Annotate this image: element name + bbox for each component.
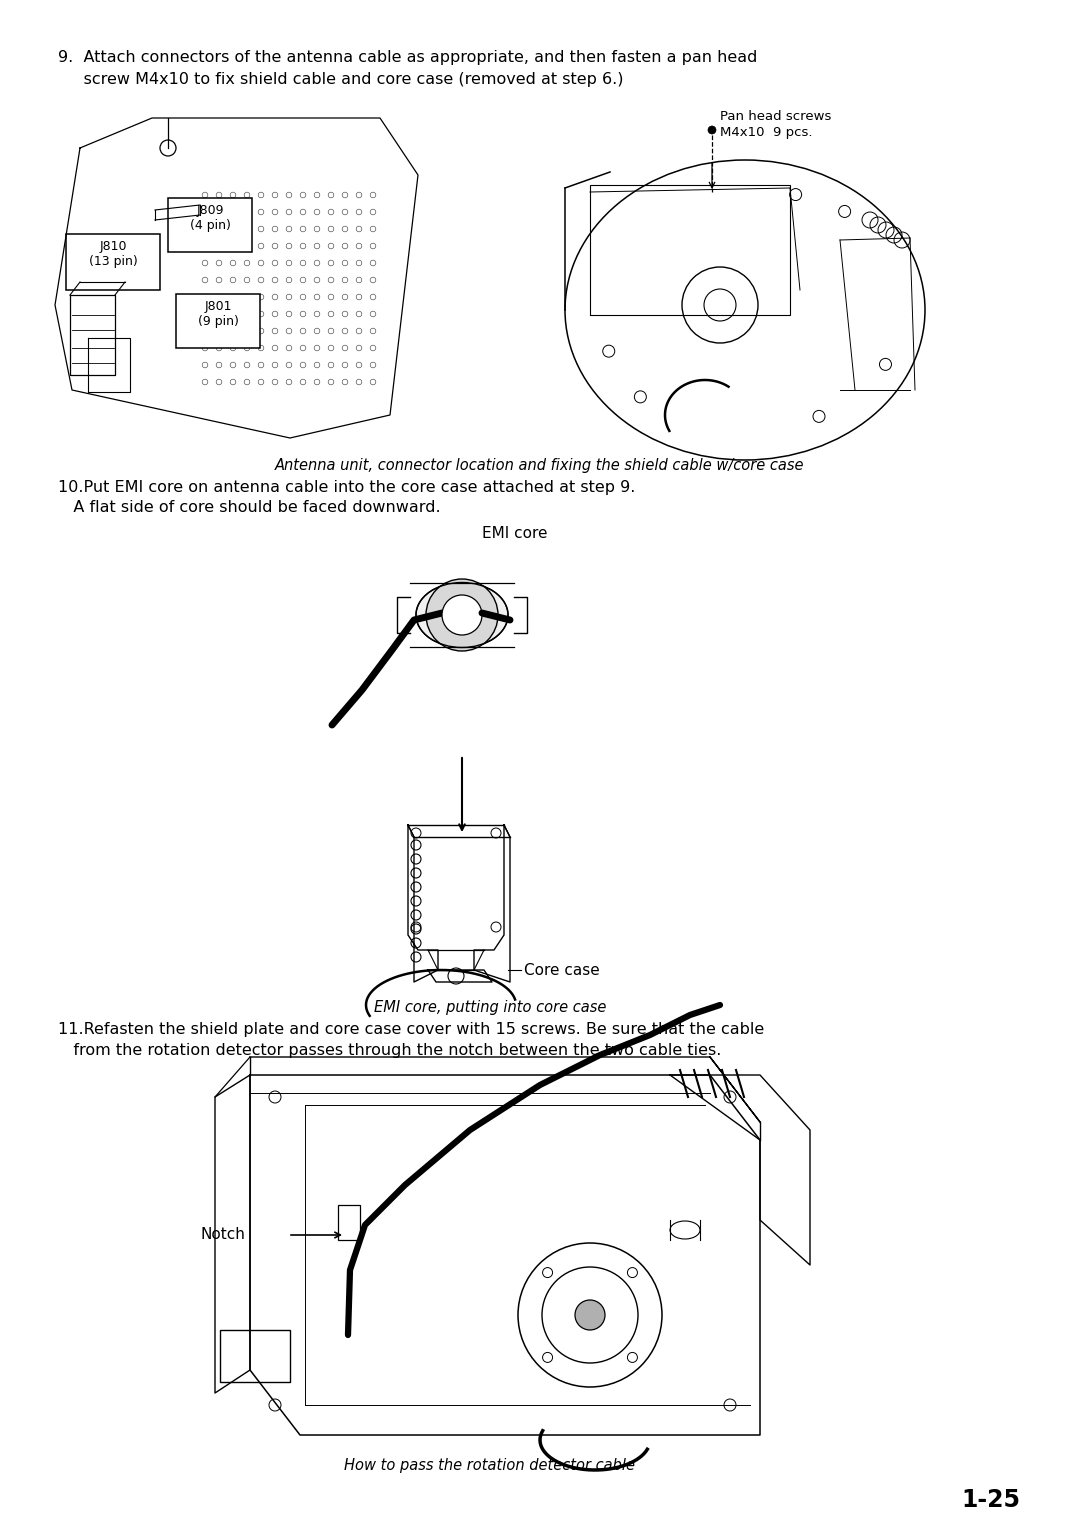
Text: 11.Refasten the shield plate and core case cover with 15 screws. Be sure that th: 11.Refasten the shield plate and core ca…	[58, 1022, 765, 1038]
Text: A flat side of core should be faced downward.: A flat side of core should be faced down…	[58, 500, 441, 515]
Text: screw M4x10 to fix shield cable and core case (removed at step 6.): screw M4x10 to fix shield cable and core…	[58, 72, 623, 87]
Text: How to pass the rotation detector cable: How to pass the rotation detector cable	[345, 1458, 635, 1473]
Text: J810
(13 pin): J810 (13 pin)	[89, 240, 137, 267]
Text: J809
(4 pin): J809 (4 pin)	[190, 205, 230, 232]
Text: Pan head screws: Pan head screws	[720, 110, 832, 122]
FancyBboxPatch shape	[176, 293, 260, 348]
Text: M4x10  9 pcs.: M4x10 9 pcs.	[720, 125, 812, 139]
Text: EMI core, putting into core case: EMI core, putting into core case	[374, 999, 606, 1015]
Ellipse shape	[416, 582, 508, 648]
Text: EMI core: EMI core	[482, 526, 548, 541]
FancyBboxPatch shape	[220, 1329, 291, 1381]
Circle shape	[708, 125, 716, 134]
Text: Antenna unit, connector location and fixing the shield cable w/core case: Antenna unit, connector location and fix…	[275, 458, 805, 474]
Circle shape	[426, 579, 498, 651]
FancyBboxPatch shape	[66, 234, 160, 290]
Circle shape	[575, 1300, 605, 1329]
Text: from the rotation detector passes through the notch between the two cable ties.: from the rotation detector passes throug…	[58, 1044, 721, 1057]
FancyBboxPatch shape	[168, 199, 252, 252]
Text: 9.  Attach connectors of the antenna cable as appropriate, and then fasten a pan: 9. Attach connectors of the antenna cabl…	[58, 50, 757, 66]
Text: J801
(9 pin): J801 (9 pin)	[198, 299, 239, 329]
Text: Core case: Core case	[524, 963, 599, 978]
Text: 1-25: 1-25	[961, 1488, 1020, 1513]
Text: Notch: Notch	[200, 1227, 245, 1242]
Circle shape	[442, 594, 482, 636]
Text: 10.Put EMI core on antenna cable into the core case attached at step 9.: 10.Put EMI core on antenna cable into th…	[58, 480, 635, 495]
